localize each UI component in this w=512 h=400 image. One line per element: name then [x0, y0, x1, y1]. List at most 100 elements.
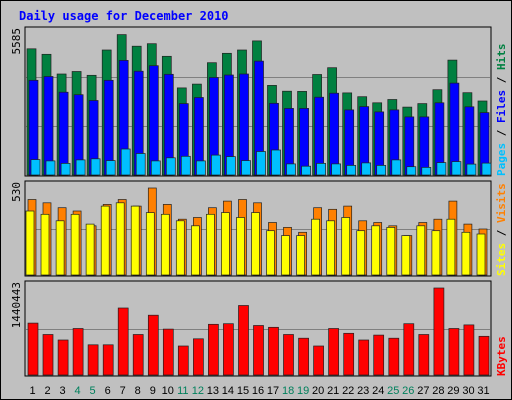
bar-pages-20: [316, 163, 326, 176]
bar-kbytes-21: [328, 328, 339, 376]
day-label-28: 28: [432, 385, 444, 397]
day-label-22: 22: [342, 385, 354, 397]
bar-pages-15: [241, 160, 251, 176]
ymax-label-hits-files-pages: 5585: [10, 28, 23, 55]
bar-files-21: [329, 92, 339, 176]
day-label-30: 30: [462, 385, 474, 397]
day-label-13: 13: [207, 385, 219, 397]
legend-kbytes: KBytes: [495, 336, 508, 376]
day-label-6: 6: [105, 385, 111, 397]
bar-kbytes-19: [298, 337, 309, 376]
day-label-10: 10: [162, 385, 174, 397]
bar-kbytes-14: [223, 323, 234, 376]
bar-sites-23: [356, 230, 366, 276]
bar-pages-5: [90, 158, 101, 176]
bar-kbytes-24: [373, 334, 385, 376]
bar-kbytes-17: [268, 326, 279, 376]
day-label-19: 19: [297, 385, 309, 397]
legend-hits-files-pages: Pages / Files / Hits: [495, 44, 508, 177]
bar-files-15: [239, 73, 249, 176]
bar-pages-6: [105, 160, 116, 176]
bar-pages-25: [391, 159, 402, 176]
day-label-27: 27: [417, 385, 429, 397]
bar-sites-13: [206, 213, 215, 276]
bar-pages-4: [75, 159, 86, 176]
bar-kbytes-27: [418, 334, 430, 376]
legend-hits-files-pages-part-0: Pages: [495, 143, 508, 176]
bar-kbytes-1: [27, 322, 39, 376]
bar-pages-8: [135, 153, 146, 176]
bar-sites-26: [401, 235, 411, 276]
bar-files-2: [43, 76, 54, 176]
bar-pages-19: [301, 165, 311, 176]
bar-pages-3: [60, 163, 71, 176]
bar-kbytes-4: [72, 328, 84, 376]
bar-kbytes-12: [193, 338, 204, 376]
bar-pages-31: [481, 162, 492, 176]
bar-sites-27: [416, 225, 426, 276]
bar-kbytes-9: [147, 314, 159, 376]
bar-pages-17: [271, 149, 281, 176]
bar-pages-26: [406, 166, 417, 176]
bar-kbytes-8: [132, 334, 144, 376]
day-label-4: 4: [75, 385, 81, 397]
bar-pages-29: [451, 161, 462, 176]
bar-kbytes-25: [388, 337, 400, 376]
bar-files-9: [148, 65, 159, 176]
bar-sites-17: [266, 230, 275, 276]
legend-sites-visits-part-2: Visits: [495, 183, 508, 223]
bar-sites-30: [461, 231, 471, 276]
bar-kbytes-6: [102, 344, 114, 376]
bar-pages-9: [150, 160, 161, 176]
chart-title: Daily usage for December 2010: [19, 9, 229, 23]
bar-kbytes-2: [42, 334, 54, 376]
day-label-29: 29: [447, 385, 459, 397]
bar-pages-24: [376, 165, 387, 176]
bar-sites-10: [160, 213, 170, 276]
bar-pages-23: [361, 162, 372, 176]
day-label-12: 12: [192, 385, 204, 397]
bar-pages-21: [331, 163, 341, 176]
day-label-20: 20: [312, 385, 324, 397]
bar-pages-7: [120, 148, 131, 176]
bar-sites-11: [175, 220, 185, 276]
bar-kbytes-23: [358, 339, 370, 376]
legend-sites-visits-part-0: Sites: [495, 243, 508, 276]
bar-pages-16: [256, 151, 266, 176]
bar-pages-30: [466, 163, 477, 176]
bar-sites-6: [100, 205, 110, 276]
bar-kbytes-20: [313, 345, 324, 376]
bar-sites-31: [476, 233, 486, 276]
day-label-1: 1: [29, 385, 35, 397]
day-label-7: 7: [120, 385, 126, 397]
bar-pages-28: [436, 162, 447, 176]
day-label-5: 5: [90, 385, 96, 397]
bar-kbytes-3: [57, 339, 69, 376]
day-label-14: 14: [222, 385, 234, 397]
bar-sites-22: [341, 217, 351, 276]
bar-kbytes-13: [208, 323, 219, 376]
bar-pages-22: [346, 165, 357, 176]
bar-kbytes-15: [238, 305, 249, 376]
bar-files-3: [58, 91, 69, 176]
day-label-2: 2: [44, 385, 50, 397]
bar-pages-13: [211, 154, 221, 176]
bar-sites-2: [40, 213, 50, 276]
bar-sites-24: [371, 225, 381, 276]
bar-sites-19: [296, 235, 305, 276]
bar-pages-14: [226, 156, 236, 176]
bar-kbytes-30: [463, 324, 475, 376]
legend-hits-files-pages-part-3: /: [495, 70, 508, 90]
bar-pages-12: [196, 160, 206, 176]
bar-sites-5: [85, 223, 95, 276]
bar-files-27: [419, 116, 430, 176]
ymax-label-sites-visits: 530: [10, 182, 23, 202]
bar-sites-9: [145, 212, 155, 276]
bar-sites-1: [25, 210, 35, 276]
day-label-21: 21: [327, 385, 339, 397]
day-label-18: 18: [282, 385, 294, 397]
bar-kbytes-11: [177, 345, 189, 376]
bar-files-19: [299, 108, 309, 176]
day-label-23: 23: [357, 385, 369, 397]
